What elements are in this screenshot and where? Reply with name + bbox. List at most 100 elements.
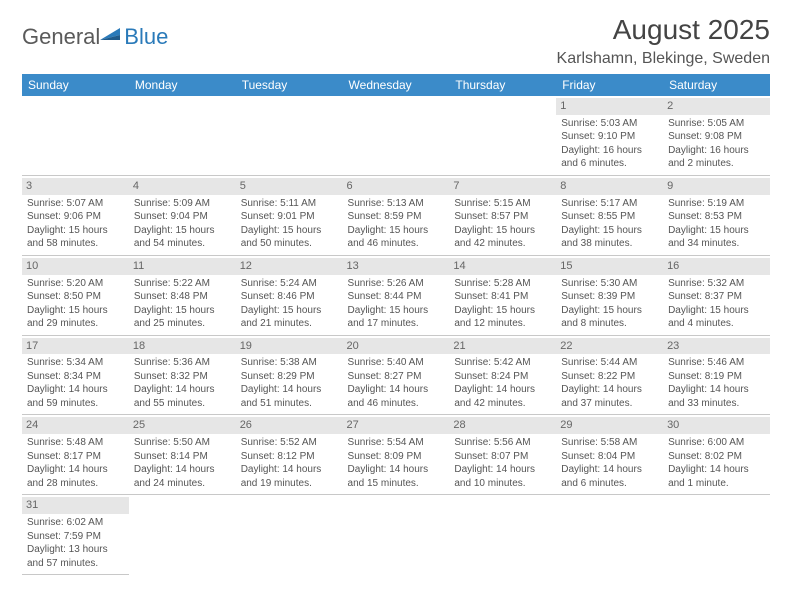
sunrise-text: Sunrise: 6:02 AM (27, 516, 124, 530)
sunrise-text: Sunrise: 5:24 AM (241, 277, 338, 291)
calendar-head: SundayMondayTuesdayWednesdayThursdayFrid… (22, 74, 770, 96)
day-number: 14 (449, 258, 556, 275)
sunset-text: Sunset: 8:09 PM (348, 450, 445, 464)
daylight-text: Daylight: 14 hours and 6 minutes. (561, 463, 658, 490)
day-number: 8 (556, 178, 663, 195)
location: Karlshamn, Blekinge, Sweden (557, 50, 770, 68)
empty-cell (22, 96, 129, 175)
sunset-text: Sunset: 8:57 PM (454, 210, 551, 224)
day-cell: 27Sunrise: 5:54 AMSunset: 8:09 PMDayligh… (343, 415, 450, 495)
sunset-text: Sunset: 8:22 PM (561, 370, 658, 384)
sunset-text: Sunset: 7:59 PM (27, 530, 124, 544)
daylight-text: Daylight: 15 hours and 12 minutes. (454, 304, 551, 331)
day-number: 3 (22, 178, 129, 195)
calendar-row: 31Sunrise: 6:02 AMSunset: 7:59 PMDayligh… (22, 495, 770, 575)
day-number: 12 (236, 258, 343, 275)
sunset-text: Sunset: 8:29 PM (241, 370, 338, 384)
day-number: 2 (663, 98, 770, 115)
day-cell: 13Sunrise: 5:26 AMSunset: 8:44 PMDayligh… (343, 255, 450, 335)
sunset-text: Sunset: 8:44 PM (348, 290, 445, 304)
daylight-text: Daylight: 14 hours and 42 minutes. (454, 383, 551, 410)
daylight-text: Daylight: 14 hours and 24 minutes. (134, 463, 231, 490)
day-cell: 2Sunrise: 5:05 AMSunset: 9:08 PMDaylight… (663, 96, 770, 175)
sunrise-text: Sunrise: 5:19 AM (668, 197, 765, 211)
day-cell: 6Sunrise: 5:13 AMSunset: 8:59 PMDaylight… (343, 175, 450, 255)
month-title: August 2025 (557, 14, 770, 46)
day-number: 10 (22, 258, 129, 275)
sunrise-text: Sunrise: 5:28 AM (454, 277, 551, 291)
empty-cell (236, 96, 343, 175)
day-cell: 5Sunrise: 5:11 AMSunset: 9:01 PMDaylight… (236, 175, 343, 255)
empty-cell (129, 96, 236, 175)
day-header: Sunday (22, 74, 129, 96)
day-cell: 20Sunrise: 5:40 AMSunset: 8:27 PMDayligh… (343, 335, 450, 415)
daylight-text: Daylight: 15 hours and 17 minutes. (348, 304, 445, 331)
sunrise-text: Sunrise: 5:34 AM (27, 356, 124, 370)
day-number: 11 (129, 258, 236, 275)
day-cell: 24Sunrise: 5:48 AMSunset: 8:17 PMDayligh… (22, 415, 129, 495)
day-number: 22 (556, 338, 663, 355)
daylight-text: Daylight: 15 hours and 25 minutes. (134, 304, 231, 331)
day-number: 21 (449, 338, 556, 355)
daylight-text: Daylight: 14 hours and 28 minutes. (27, 463, 124, 490)
day-header: Monday (129, 74, 236, 96)
empty-cell (449, 495, 556, 575)
logo-text-general: General (22, 24, 100, 50)
sunset-text: Sunset: 9:06 PM (27, 210, 124, 224)
sunrise-text: Sunrise: 6:00 AM (668, 436, 765, 450)
day-header: Saturday (663, 74, 770, 96)
title-block: August 2025 Karlshamn, Blekinge, Sweden (557, 14, 770, 68)
daylight-text: Daylight: 16 hours and 2 minutes. (668, 144, 765, 171)
sunset-text: Sunset: 8:53 PM (668, 210, 765, 224)
sunrise-text: Sunrise: 5:48 AM (27, 436, 124, 450)
day-number: 19 (236, 338, 343, 355)
sunrise-text: Sunrise: 5:03 AM (561, 117, 658, 131)
sunset-text: Sunset: 8:41 PM (454, 290, 551, 304)
day-cell: 29Sunrise: 5:58 AMSunset: 8:04 PMDayligh… (556, 415, 663, 495)
daylight-text: Daylight: 15 hours and 58 minutes. (27, 224, 124, 251)
sunset-text: Sunset: 9:10 PM (561, 130, 658, 144)
calendar-row: 1Sunrise: 5:03 AMSunset: 9:10 PMDaylight… (22, 96, 770, 175)
sunset-text: Sunset: 8:39 PM (561, 290, 658, 304)
day-cell: 12Sunrise: 5:24 AMSunset: 8:46 PMDayligh… (236, 255, 343, 335)
calendar-row: 17Sunrise: 5:34 AMSunset: 8:34 PMDayligh… (22, 335, 770, 415)
daylight-text: Daylight: 14 hours and 1 minute. (668, 463, 765, 490)
sunrise-text: Sunrise: 5:40 AM (348, 356, 445, 370)
sunrise-text: Sunrise: 5:46 AM (668, 356, 765, 370)
day-number: 5 (236, 178, 343, 195)
day-cell: 22Sunrise: 5:44 AMSunset: 8:22 PMDayligh… (556, 335, 663, 415)
sunrise-text: Sunrise: 5:15 AM (454, 197, 551, 211)
day-number: 23 (663, 338, 770, 355)
sunrise-text: Sunrise: 5:56 AM (454, 436, 551, 450)
calendar-row: 24Sunrise: 5:48 AMSunset: 8:17 PMDayligh… (22, 415, 770, 495)
calendar-body: 1Sunrise: 5:03 AMSunset: 9:10 PMDaylight… (22, 96, 770, 575)
day-header: Friday (556, 74, 663, 96)
sunrise-text: Sunrise: 5:58 AM (561, 436, 658, 450)
daylight-text: Daylight: 15 hours and 8 minutes. (561, 304, 658, 331)
daylight-text: Daylight: 14 hours and 15 minutes. (348, 463, 445, 490)
calendar-table: SundayMondayTuesdayWednesdayThursdayFrid… (22, 74, 770, 575)
calendar-row: 3Sunrise: 5:07 AMSunset: 9:06 PMDaylight… (22, 175, 770, 255)
sunrise-text: Sunrise: 5:13 AM (348, 197, 445, 211)
daylight-text: Daylight: 14 hours and 51 minutes. (241, 383, 338, 410)
day-number: 29 (556, 417, 663, 434)
day-cell: 4Sunrise: 5:09 AMSunset: 9:04 PMDaylight… (129, 175, 236, 255)
day-cell: 19Sunrise: 5:38 AMSunset: 8:29 PMDayligh… (236, 335, 343, 415)
day-cell: 8Sunrise: 5:17 AMSunset: 8:55 PMDaylight… (556, 175, 663, 255)
day-header: Wednesday (343, 74, 450, 96)
empty-cell (449, 96, 556, 175)
daylight-text: Daylight: 16 hours and 6 minutes. (561, 144, 658, 171)
day-cell: 30Sunrise: 6:00 AMSunset: 8:02 PMDayligh… (663, 415, 770, 495)
day-cell: 3Sunrise: 5:07 AMSunset: 9:06 PMDaylight… (22, 175, 129, 255)
flag-icon (100, 26, 122, 42)
empty-cell (236, 495, 343, 575)
sunset-text: Sunset: 8:46 PM (241, 290, 338, 304)
day-number: 15 (556, 258, 663, 275)
sunrise-text: Sunrise: 5:11 AM (241, 197, 338, 211)
daylight-text: Daylight: 13 hours and 57 minutes. (27, 543, 124, 570)
daylight-text: Daylight: 15 hours and 38 minutes. (561, 224, 658, 251)
day-number: 17 (22, 338, 129, 355)
sunrise-text: Sunrise: 5:54 AM (348, 436, 445, 450)
sunset-text: Sunset: 9:04 PM (134, 210, 231, 224)
sunrise-text: Sunrise: 5:22 AM (134, 277, 231, 291)
